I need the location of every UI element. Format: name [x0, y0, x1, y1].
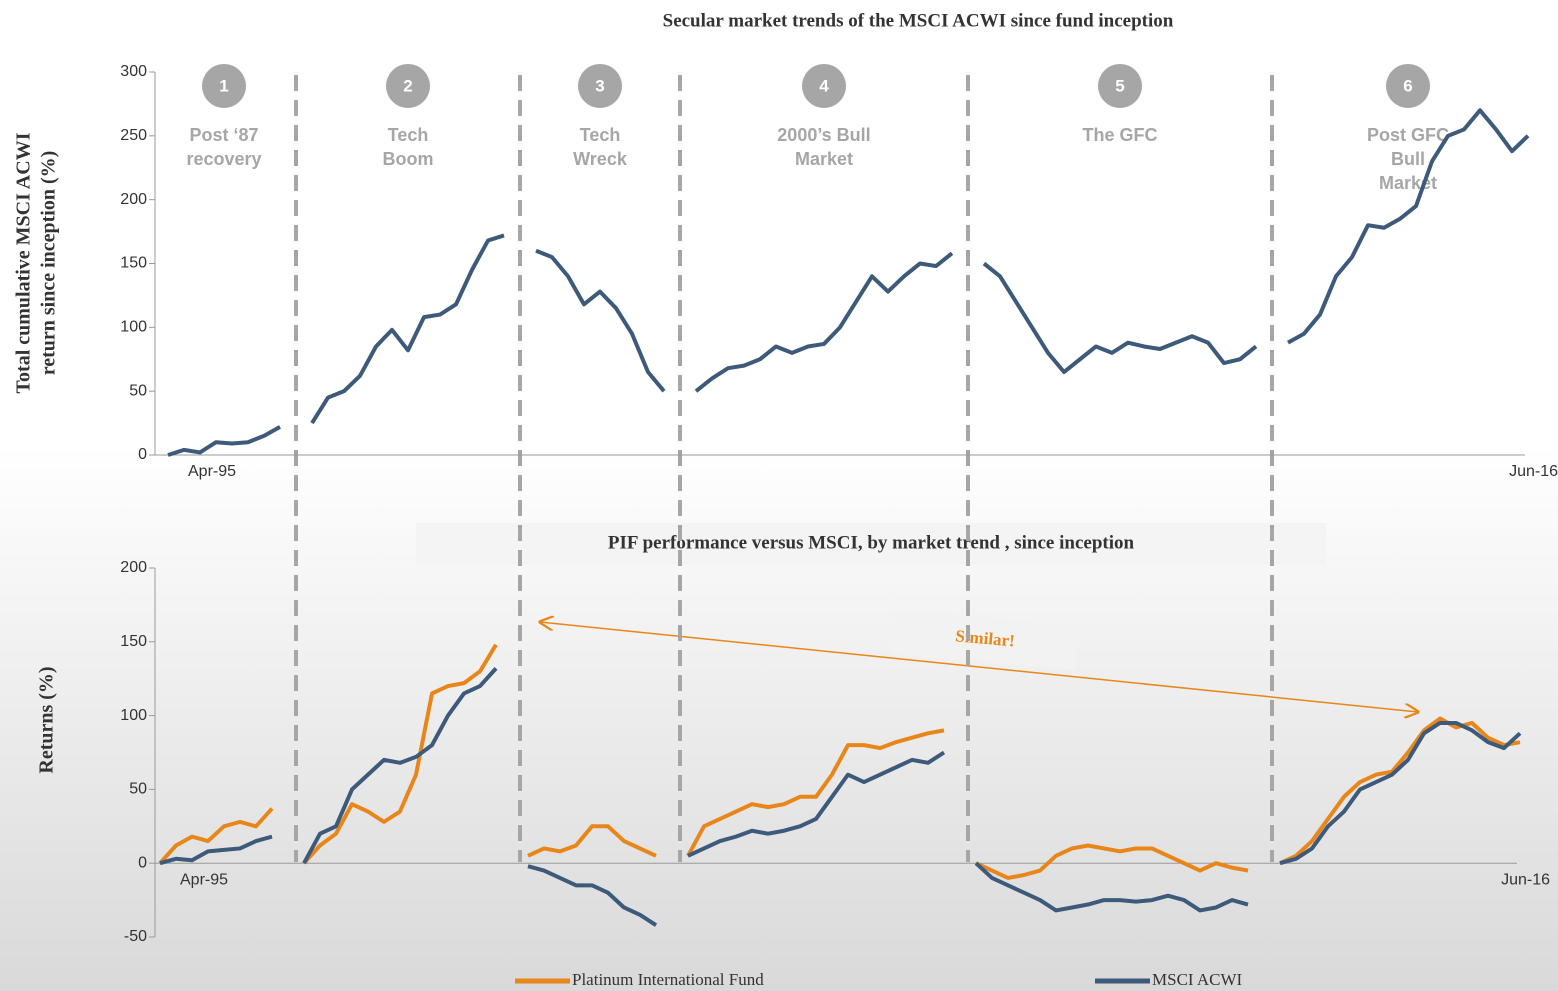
series-line: [159, 667, 1522, 927]
legend-label: Platinum International Fund: [572, 970, 764, 989]
phase-number: 4: [819, 76, 829, 95]
phase-label: recovery: [186, 149, 261, 169]
annotation-box: Similar!: [891, 610, 1079, 670]
phase-number: 5: [1115, 76, 1124, 95]
y-tick-label: 150: [120, 633, 147, 650]
phase-label: Tech: [388, 125, 429, 145]
y-tick-label: 200: [120, 559, 147, 576]
y-axis-label: return since inception (%): [38, 151, 60, 376]
phase-label: Boom: [383, 149, 434, 169]
phase-number: 6: [1403, 76, 1412, 95]
chart-title: PIF performance versus MSCI, by market t…: [608, 532, 1135, 553]
phase-label: Post ‘87: [189, 125, 258, 145]
x-tick-label: Jun-16: [1509, 463, 1558, 480]
phase-number: 1: [219, 76, 228, 95]
x-tick-label: Jun-16: [1501, 871, 1550, 888]
y-tick-label: 300: [120, 63, 147, 80]
y-tick-label: 50: [129, 781, 147, 798]
series-line: [167, 108, 1530, 457]
phase-number: 2: [403, 76, 412, 95]
phase-label: Tech: [580, 125, 621, 145]
y-tick-label: 0: [138, 854, 147, 871]
x-tick-label: Apr-95: [188, 463, 236, 480]
y-tick-label: 150: [120, 255, 147, 272]
phase-label: Post GFC: [1367, 125, 1449, 145]
phase-label: Market: [795, 149, 853, 169]
phase-label: 2000’s Bull: [777, 125, 870, 145]
y-tick-label: 100: [120, 707, 147, 724]
phase-label: Wreck: [573, 149, 628, 169]
series-line: [158, 643, 1521, 880]
y-tick-label: 0: [138, 446, 147, 463]
phase-badge: [1386, 64, 1430, 108]
chart-title: Secular market trends of the MSCI ACWI s…: [663, 10, 1174, 31]
phase-label: The GFC: [1083, 125, 1158, 145]
phase-badge: [386, 64, 430, 108]
y-tick-label: 50: [129, 382, 147, 399]
legend-label: MSCI ACWI: [1152, 970, 1243, 989]
annotation-bg: [891, 610, 1079, 670]
phase-badge: [578, 64, 622, 108]
y-tick-label: 250: [120, 127, 147, 144]
similar-arrow: [540, 622, 1418, 712]
phase-badge: [802, 64, 846, 108]
phase-badge: [202, 64, 246, 108]
y-tick-label: 100: [120, 319, 147, 336]
x-tick-label: Apr-95: [180, 871, 228, 888]
phase-label: Bull: [1391, 149, 1425, 169]
y-tick-label: 200: [120, 191, 147, 208]
phase-badge: [1098, 64, 1142, 108]
title-band: [416, 523, 1326, 565]
y-axis-label: Total cumulative MSCI ACWI: [13, 132, 35, 393]
phase-number: 3: [595, 76, 604, 95]
y-tick-label: -50: [124, 928, 147, 945]
y-axis-label: Returns (%): [36, 666, 58, 773]
